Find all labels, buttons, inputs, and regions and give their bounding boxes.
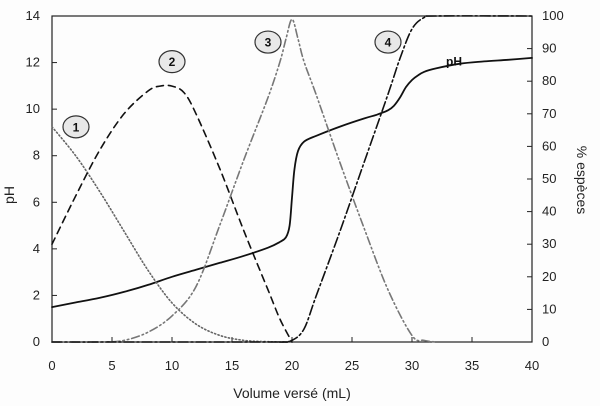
y2-tick-label: 20: [542, 269, 556, 284]
series-line-3: [51, 18, 437, 343]
species-label-3: 3: [254, 30, 282, 54]
axes-layer: 0 5 10 15 20 25 30 35 40024681012140102030405060…: [26, 8, 564, 373]
series-line-2: [51, 84, 293, 343]
x-tick-label: 20: [285, 358, 299, 373]
species-label-1: 1: [62, 115, 90, 139]
species-label-2: 2: [158, 50, 186, 74]
y2-tick-label: 100: [542, 8, 564, 23]
species-label-text: 3: [265, 36, 272, 50]
species-label-circle: [62, 115, 90, 139]
x-tick-label: 10: [165, 358, 179, 373]
species-label-text: 2: [169, 55, 176, 69]
y2-tick-label: 80: [542, 73, 556, 88]
species-label-circle: [374, 30, 402, 54]
y-axis-title: pH: [1, 186, 17, 204]
y-tick-label: 0: [33, 334, 40, 349]
x-tick-label: 5: [108, 358, 115, 373]
species-label-text: 4: [385, 36, 392, 50]
y-tick-label: 4: [33, 241, 40, 256]
species-label-4: 4: [374, 30, 402, 54]
y-tick-label: 10: [26, 101, 40, 116]
y2-axis-title: % espèces: [574, 146, 590, 214]
x-tick-label: 40: [525, 358, 539, 373]
y2-tick-label: 50: [542, 171, 556, 186]
labels-layer: 1 2 3 4 pH: [62, 30, 462, 139]
y2-tick-label: 30: [542, 236, 556, 251]
y-tick-label: 2: [33, 287, 40, 302]
x-tick-label: 15: [225, 358, 239, 373]
y-tick-label: 14: [26, 8, 40, 23]
series-line-1: [51, 126, 293, 343]
x-tick-label: 30: [405, 358, 419, 373]
series-line-ph: [51, 57, 533, 308]
y2-tick-label: 70: [542, 106, 556, 121]
species-label-circle: [254, 30, 282, 54]
species-label-text: 1: [73, 120, 80, 134]
ph-curve-label: pH: [446, 54, 462, 68]
x-tick-label: 35: [465, 358, 479, 373]
x-tick-label: 0: [48, 358, 55, 373]
series-line-4: [51, 15, 533, 343]
y-tick-label: 8: [33, 148, 40, 163]
y-tick-label: 6: [33, 194, 40, 209]
series-layer: [51, 15, 533, 343]
y2-tick-label: 0: [542, 334, 549, 349]
x-axis-title: Volume versé (mL): [233, 385, 350, 401]
y2-tick-label: 60: [542, 138, 556, 153]
y2-tick-label: 40: [542, 204, 556, 219]
x-tick-label: 25: [345, 358, 359, 373]
y2-tick-label: 90: [542, 41, 556, 56]
y-tick-label: 12: [26, 55, 40, 70]
species-label-circle: [158, 50, 186, 74]
y2-tick-label: 10: [542, 301, 556, 316]
